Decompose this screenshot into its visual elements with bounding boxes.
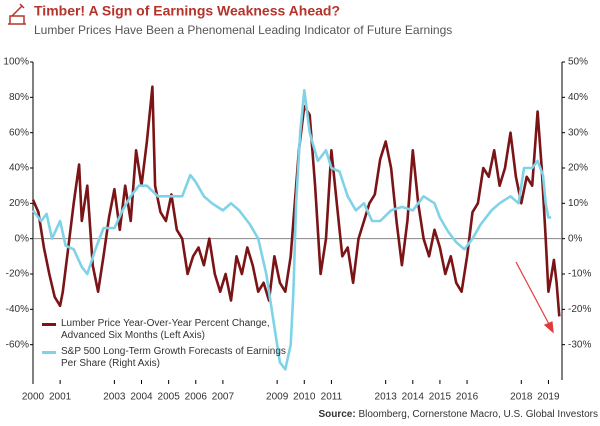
y2-tick-label: 20% [568,163,588,174]
y2-tick-label: 0% [568,233,583,244]
y2-tick-label: 50% [568,57,588,68]
legend-label: Lumber Price Year-Over-Year Percent Chan… [61,318,270,341]
x-tick-label: 2003 [103,392,126,403]
y2-tick-label: -30% [568,339,591,350]
legend-entry: S&P 500 Long-Term Growth Forecasts of Ea… [42,346,292,370]
y-tick-label: -40% [6,304,29,315]
legend-label: S&P 500 Long-Term Growth Forecasts of Ea… [61,346,286,369]
x-tick-label: 2005 [158,392,181,403]
x-tick-label: 2010 [293,392,316,403]
x-tick-label: 2007 [212,392,235,403]
x-tick-label: 2019 [537,392,560,403]
series-line [31,89,552,371]
x-tick-label: 2001 [49,392,72,403]
y-tick-label: 80% [9,92,29,103]
x-tick-label: 2009 [266,392,289,403]
source: Source: Bloomberg, Cornerstone Macro, U.… [318,409,598,420]
legend-swatch [42,323,56,326]
source-label: Source: [318,409,355,420]
y2-tick-label: -20% [568,304,591,315]
legend-swatch [42,351,56,354]
logo [8,3,26,25]
legend-entry: Lumber Price Year-Over-Year Percent Chan… [42,318,292,342]
chart-title: Timber! A Sign of Earnings Weakness Ahea… [34,3,340,19]
x-tick-label: 2016 [456,392,479,403]
chart-subtitle: Lumber Prices Have Been a Phenomenal Lea… [34,23,452,37]
y-tick-label: 60% [9,127,29,138]
y-tick-label: 100% [3,57,29,68]
y-tick-label: 20% [9,198,29,209]
y2-tick-label: 30% [568,127,588,138]
y-tick-label: -60% [6,339,29,350]
annotation-arrow [515,261,554,334]
x-tick-label: 2013 [375,392,398,403]
source-text: Bloomberg, Cornerstone Macro, U.S. Globa… [358,409,598,420]
x-tick-label: 2011 [321,392,343,403]
x-tick-label: 2014 [402,392,425,403]
y2-tick-label: -10% [568,269,591,280]
y2-tick-label: 10% [568,198,588,209]
x-tick-label: 2004 [130,392,153,403]
y-tick-label: 0% [15,233,30,244]
x-tick-label: 2018 [510,392,533,403]
x-tick-label: 2006 [185,392,208,403]
y-tick-label: 40% [9,163,29,174]
x-tick-label: 2000 [22,392,45,403]
y2-tick-label: 40% [568,92,588,103]
x-tick-label: 2015 [429,392,452,403]
legend: Lumber Price Year-Over-Year Percent Chan… [42,318,292,374]
y-tick-label: -20% [6,269,29,280]
